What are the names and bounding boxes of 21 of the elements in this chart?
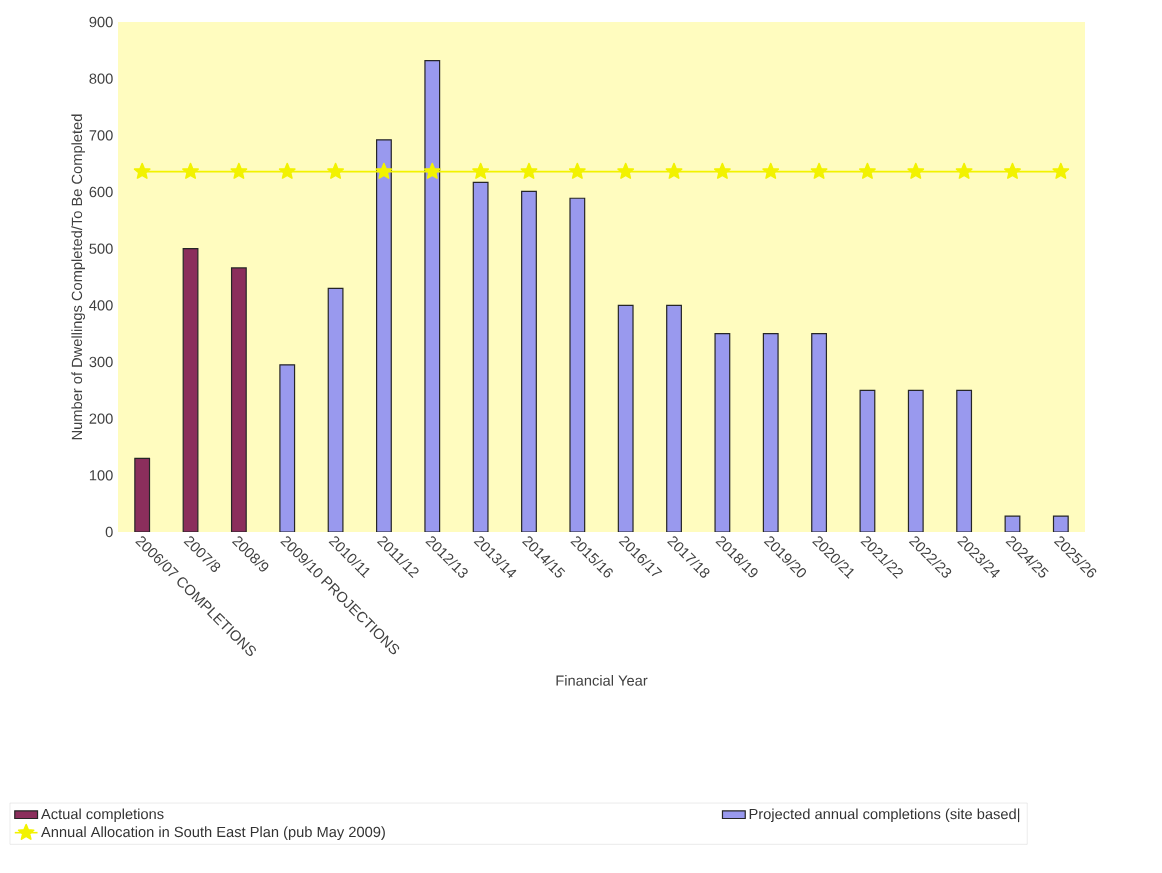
y-tick-label: 600 — [89, 186, 113, 198]
x-axis-title: Financial Year — [556, 674, 648, 686]
y-tick-label: 900 — [89, 16, 113, 28]
bar — [956, 389, 973, 532]
bar — [376, 139, 392, 532]
legend-label: Annual Allocation in South East Plan (pub May 2009) — [41, 826, 385, 841]
bar — [811, 333, 828, 532]
y-tick-label: 300 — [89, 356, 113, 368]
y-tick-label: 100 — [89, 470, 113, 481]
bar — [666, 304, 682, 532]
y-tick-label: 0 — [105, 526, 113, 538]
y-axis-title: Number of Dwellings Completed/To Be Completed — [71, 114, 85, 440]
legend-label: Actual completions — [41, 808, 164, 823]
y-tick-label: 500 — [89, 243, 113, 254]
legend-label: Projected annual completions (site based| — [749, 808, 1020, 823]
y-tick-label: 200 — [89, 413, 113, 424]
y-tick-label: 700 — [89, 130, 113, 141]
bar — [230, 267, 247, 532]
y-tick-label: 400 — [89, 300, 113, 311]
bar — [521, 190, 537, 532]
y-tick-label: 800 — [89, 73, 113, 84]
